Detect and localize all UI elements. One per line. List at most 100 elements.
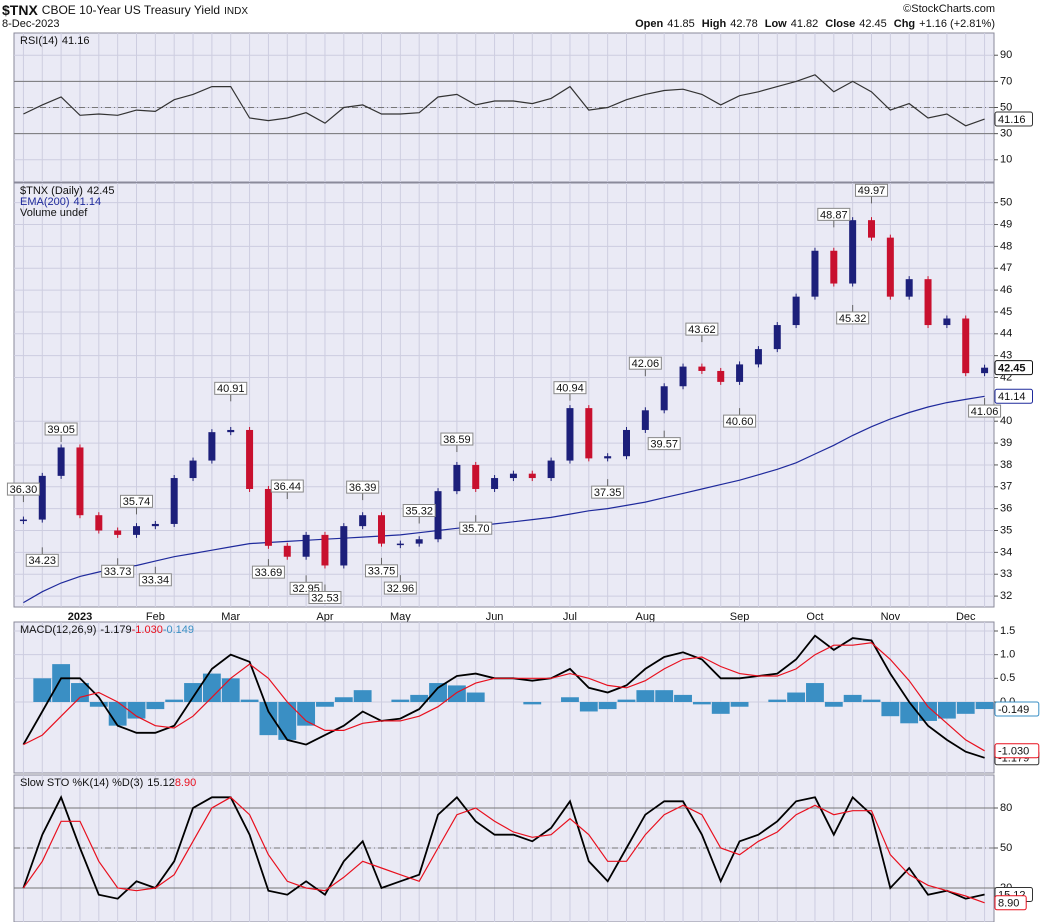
last-value-label-box bbox=[994, 111, 1033, 127]
y-tick-label: 48 bbox=[1000, 240, 1012, 252]
annotation: 32.96 bbox=[387, 583, 415, 595]
annotation-box bbox=[120, 494, 153, 508]
annotation-box bbox=[214, 381, 248, 395]
candle bbox=[472, 464, 480, 489]
quote-value: 42.78 bbox=[730, 18, 758, 30]
candle bbox=[547, 460, 555, 479]
legend-value: 41.16 bbox=[62, 35, 90, 47]
y-tick-label: 1.5 bbox=[1000, 625, 1015, 637]
histogram-bar bbox=[806, 683, 824, 702]
y-tick-label: 47 bbox=[1000, 262, 1012, 274]
candle bbox=[566, 408, 574, 461]
annotation-box bbox=[723, 414, 757, 428]
candle bbox=[736, 364, 744, 382]
histogram-bar bbox=[711, 701, 730, 714]
annotation-box bbox=[459, 521, 493, 535]
candle bbox=[264, 488, 272, 546]
indicator-line bbox=[22, 795, 985, 900]
histogram-bar bbox=[598, 701, 617, 710]
annotation-box bbox=[647, 437, 681, 451]
candle bbox=[641, 410, 649, 430]
quote-value: 42.45 bbox=[859, 18, 887, 30]
candle bbox=[359, 515, 367, 527]
histogram-bar bbox=[617, 699, 636, 702]
histogram-bar bbox=[881, 701, 900, 717]
histogram-bar bbox=[108, 701, 127, 726]
quote: Open 41.85 High 42.78 Low 41.82 Close 42.45 Chg +… bbox=[635, 18, 995, 30]
candle bbox=[773, 325, 781, 350]
y-tick-label: 44 bbox=[1000, 328, 1012, 340]
x-tick-label: Oct bbox=[806, 611, 823, 623]
indicator-line bbox=[23, 642, 985, 752]
annotation: 33.69 bbox=[255, 567, 283, 579]
y-tick-label: 90 bbox=[1000, 49, 1012, 61]
legend-value: -1.179 bbox=[100, 624, 131, 636]
y-tick-label: 45 bbox=[1000, 306, 1012, 318]
exchange: INDX bbox=[224, 6, 248, 17]
annotation: 36.30 bbox=[10, 484, 38, 496]
annotation: 48.87 bbox=[820, 209, 848, 221]
y-tick-label: 1.0 bbox=[1000, 649, 1015, 661]
quote-value: 41.85 bbox=[667, 18, 695, 30]
histogram-bar bbox=[824, 701, 843, 707]
annotation: 41.06 bbox=[971, 406, 999, 418]
annotation: 40.91 bbox=[217, 383, 245, 395]
annotation: 39.05 bbox=[47, 424, 75, 436]
annotation-box bbox=[817, 207, 851, 221]
candle bbox=[754, 349, 762, 365]
legend-label: MACD(12,26,9) bbox=[20, 624, 96, 636]
annotation-box bbox=[346, 480, 380, 494]
histogram-bar bbox=[636, 690, 655, 702]
symbol: $TNX bbox=[2, 2, 38, 18]
annotation: 35.32 bbox=[405, 505, 433, 517]
legend: Slow STO %K(14) %D(3) 15.128.90 bbox=[20, 777, 196, 789]
annotation-box bbox=[383, 581, 417, 595]
annotation: 39.57 bbox=[650, 439, 678, 451]
annotation: 34.23 bbox=[29, 555, 57, 567]
candle bbox=[208, 432, 216, 461]
histogram-bar bbox=[730, 701, 749, 707]
candle bbox=[133, 526, 140, 535]
x-tick-label: May bbox=[390, 611, 411, 623]
annotation-box bbox=[855, 183, 888, 197]
candle bbox=[227, 429, 235, 433]
candle bbox=[585, 408, 593, 459]
candle bbox=[849, 220, 857, 284]
x-tick-label: Feb bbox=[146, 611, 165, 623]
indicator-line bbox=[22, 796, 985, 904]
legend-value: 15.12 bbox=[147, 777, 175, 789]
candle bbox=[905, 279, 913, 297]
annotation-box bbox=[6, 482, 40, 496]
quote-label: Low bbox=[765, 18, 787, 30]
annotation: 35.74 bbox=[123, 496, 151, 508]
y-tick-label: 39 bbox=[1000, 437, 1012, 449]
histogram-bar bbox=[165, 699, 184, 702]
last-close-label: 42.45 bbox=[998, 363, 1026, 375]
annotation: 38.59 bbox=[443, 434, 471, 446]
y-tick-label: 46 bbox=[1000, 284, 1012, 296]
legend-value: -1.030 bbox=[132, 624, 163, 636]
annotation-box bbox=[365, 564, 398, 578]
legend: EMA(200) 41.14 bbox=[20, 196, 101, 208]
last-ema-label: 41.14 bbox=[998, 391, 1026, 403]
y-tick-label: 35 bbox=[1000, 524, 1012, 536]
last-value-label: 41.16 bbox=[998, 114, 1026, 126]
x-tick-label: Jul bbox=[563, 611, 577, 623]
legend-value: -0.149 bbox=[163, 624, 194, 636]
quote-value: 41.82 bbox=[791, 18, 819, 30]
annotation: 33.75 bbox=[368, 566, 396, 578]
y-tick-label: 36 bbox=[1000, 503, 1012, 515]
annotation: 35.70 bbox=[462, 523, 490, 535]
y-tick-label: 50 bbox=[1000, 842, 1012, 854]
indicator-line bbox=[23, 74, 985, 127]
annotation: 36.39 bbox=[349, 482, 377, 494]
candle bbox=[283, 545, 291, 557]
histogram-bar bbox=[862, 699, 881, 702]
histogram-bar bbox=[334, 697, 353, 702]
x-tick-label: Apr bbox=[316, 611, 333, 623]
annotation-box bbox=[553, 381, 587, 395]
candle bbox=[76, 447, 84, 516]
y-tick-label: 37 bbox=[1000, 481, 1012, 493]
annotation: 40.60 bbox=[726, 416, 754, 428]
annotation-box bbox=[836, 311, 870, 325]
